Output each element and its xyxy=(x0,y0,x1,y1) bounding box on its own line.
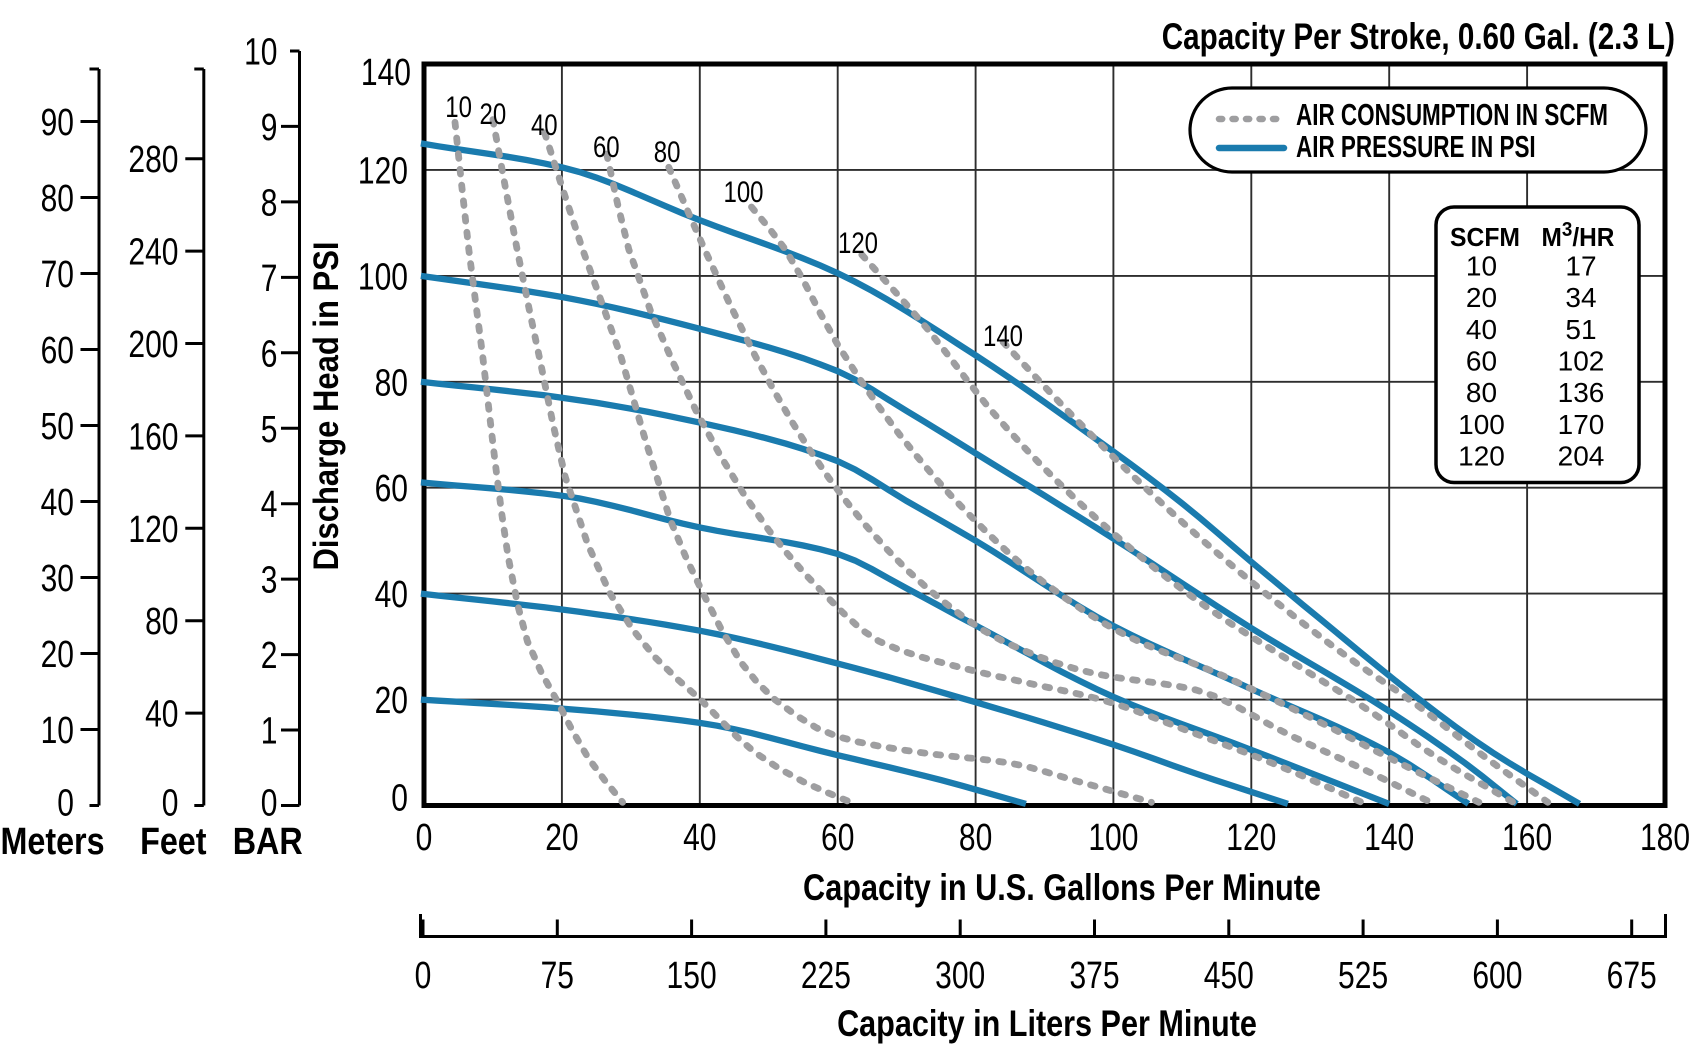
svg-text:0: 0 xyxy=(416,817,433,859)
svg-text:10: 10 xyxy=(445,89,472,123)
svg-text:30: 30 xyxy=(41,558,74,600)
svg-text:120: 120 xyxy=(1458,441,1505,472)
svg-text:225: 225 xyxy=(801,955,851,997)
svg-text:0: 0 xyxy=(261,782,278,824)
svg-text:6: 6 xyxy=(261,333,278,375)
svg-text:180: 180 xyxy=(1640,817,1690,859)
svg-text:160: 160 xyxy=(128,416,178,458)
svg-text:2: 2 xyxy=(261,635,278,677)
svg-text:120: 120 xyxy=(838,225,878,259)
svg-text:Capacity Per Stroke, 0.60 Gal.: Capacity Per Stroke, 0.60 Gal. (2.3 L) xyxy=(1162,17,1675,58)
svg-text:140: 140 xyxy=(361,52,411,94)
svg-text:150: 150 xyxy=(667,955,717,997)
svg-text:20: 20 xyxy=(545,817,578,859)
svg-text:80: 80 xyxy=(375,362,408,404)
svg-text:60: 60 xyxy=(593,129,620,163)
svg-text:20: 20 xyxy=(41,634,74,676)
svg-text:600: 600 xyxy=(1472,955,1522,997)
svg-text:40: 40 xyxy=(683,817,716,859)
svg-text:80: 80 xyxy=(959,817,992,859)
svg-text:140: 140 xyxy=(983,318,1023,352)
svg-text:10: 10 xyxy=(1466,250,1497,281)
svg-text:Capacity in Liters Per Minute: Capacity in Liters Per Minute xyxy=(837,1003,1257,1044)
svg-text:17: 17 xyxy=(1565,250,1596,281)
svg-text:40: 40 xyxy=(41,482,74,524)
svg-text:525: 525 xyxy=(1338,955,1388,997)
svg-text:280: 280 xyxy=(128,139,178,181)
svg-text:3: 3 xyxy=(261,559,278,601)
svg-text:450: 450 xyxy=(1204,955,1254,997)
svg-text:80: 80 xyxy=(1466,377,1497,408)
svg-text:Capacity in U.S. Gallons Per M: Capacity in U.S. Gallons Per Minute xyxy=(803,867,1321,908)
svg-text:200: 200 xyxy=(128,324,178,366)
svg-text:Meters: Meters xyxy=(0,821,104,863)
svg-text:136: 136 xyxy=(1558,377,1605,408)
svg-text:AIR PRESSURE IN PSI: AIR PRESSURE IN PSI xyxy=(1296,128,1536,163)
svg-text:50: 50 xyxy=(41,406,74,448)
svg-text:300: 300 xyxy=(935,955,985,997)
svg-text:SCFM: SCFM xyxy=(1450,223,1520,252)
svg-text:40: 40 xyxy=(375,574,408,616)
svg-text:120: 120 xyxy=(358,150,408,192)
svg-text:20: 20 xyxy=(375,680,408,722)
svg-text:40: 40 xyxy=(1466,314,1497,345)
svg-text:Feet: Feet xyxy=(140,821,207,863)
svg-text:100: 100 xyxy=(1088,817,1138,859)
svg-text:140: 140 xyxy=(1364,817,1414,859)
svg-text:4: 4 xyxy=(261,484,278,526)
svg-text:375: 375 xyxy=(1069,955,1119,997)
svg-text:80: 80 xyxy=(145,601,178,643)
svg-text:170: 170 xyxy=(1558,409,1605,440)
svg-text:51: 51 xyxy=(1565,314,1596,345)
svg-text:0: 0 xyxy=(391,777,408,819)
svg-text:Discharge Head in PSI: Discharge Head in PSI xyxy=(307,242,346,571)
svg-text:240: 240 xyxy=(128,231,178,273)
svg-text:80: 80 xyxy=(654,134,681,168)
svg-text:8: 8 xyxy=(261,182,278,224)
svg-text:100: 100 xyxy=(723,174,763,208)
svg-text:10: 10 xyxy=(244,31,277,73)
svg-text:0: 0 xyxy=(415,955,432,997)
svg-text:75: 75 xyxy=(541,955,574,997)
svg-text:80: 80 xyxy=(41,178,74,220)
svg-text:20: 20 xyxy=(1466,282,1497,313)
svg-text:70: 70 xyxy=(41,254,74,296)
svg-text:40: 40 xyxy=(531,107,558,141)
svg-text:204: 204 xyxy=(1558,441,1605,472)
svg-text:5: 5 xyxy=(261,409,278,451)
svg-text:34: 34 xyxy=(1565,282,1596,313)
svg-text:0: 0 xyxy=(57,782,74,824)
svg-text:160: 160 xyxy=(1502,817,1552,859)
svg-text:100: 100 xyxy=(1458,409,1505,440)
svg-text:90: 90 xyxy=(41,102,74,144)
svg-text:7: 7 xyxy=(261,258,278,300)
svg-text:10: 10 xyxy=(41,710,74,752)
svg-text:60: 60 xyxy=(821,817,854,859)
svg-text:1: 1 xyxy=(261,710,278,752)
svg-text:0: 0 xyxy=(162,782,179,824)
svg-text:675: 675 xyxy=(1607,955,1657,997)
svg-text:60: 60 xyxy=(1466,346,1497,377)
svg-text:102: 102 xyxy=(1558,346,1605,377)
svg-text:120: 120 xyxy=(128,509,178,551)
svg-text:100: 100 xyxy=(358,256,408,298)
svg-text:60: 60 xyxy=(41,330,74,372)
svg-text:60: 60 xyxy=(375,468,408,510)
svg-text:BAR: BAR xyxy=(233,821,303,863)
svg-text:120: 120 xyxy=(1226,817,1276,859)
svg-text:M3/HR: M3/HR xyxy=(1542,218,1615,252)
svg-text:20: 20 xyxy=(480,96,507,130)
svg-text:40: 40 xyxy=(145,693,178,735)
svg-text:AIR CONSUMPTION IN SCFM: AIR CONSUMPTION IN SCFM xyxy=(1296,96,1608,131)
svg-text:9: 9 xyxy=(261,107,278,149)
